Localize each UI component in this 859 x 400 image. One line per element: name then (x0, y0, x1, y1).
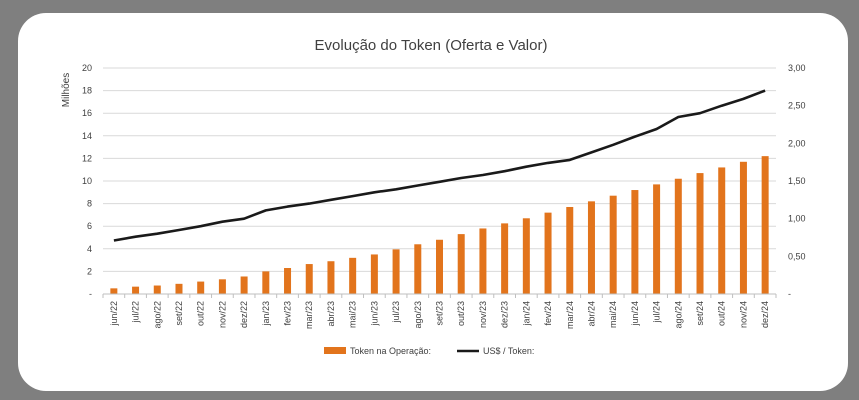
bar (305, 264, 313, 294)
x-tick-label: fev/24 (543, 301, 553, 326)
y-left-tick-label: 20 (82, 63, 92, 73)
y-left-tick-label: 10 (82, 176, 92, 186)
legend-label-line: US$ / Token: (483, 346, 534, 356)
legend-swatch-bar (324, 347, 346, 354)
x-tick-label: abr/24 (587, 301, 597, 327)
bar (696, 173, 704, 294)
x-tick-label: jun/22 (109, 301, 119, 327)
x-tick-label: jan/24 (521, 301, 531, 327)
y-left-tick-label: 18 (82, 86, 92, 96)
bar (479, 228, 487, 294)
bar (544, 212, 552, 294)
x-tick-label: jul/22 (131, 301, 141, 324)
bar (197, 281, 205, 294)
bar (262, 271, 270, 294)
y-right-tick-label: 1,50 (788, 176, 806, 186)
chart-title: Evolução do Token (Oferta e Valor) (315, 37, 548, 54)
x-tick-label: fev/23 (283, 301, 293, 326)
x-tick-label: set/23 (435, 301, 445, 326)
bar (739, 161, 747, 294)
line-series (113, 89, 766, 242)
bar (761, 156, 769, 294)
x-tick-label: nov/22 (217, 301, 227, 328)
bar (718, 167, 726, 294)
x-tick-label: nov/23 (478, 301, 488, 328)
x-tick-label: jun/23 (369, 301, 379, 327)
x-tick-label: nov/24 (738, 301, 748, 328)
bar (631, 190, 639, 294)
bar (132, 286, 140, 294)
bar (327, 261, 335, 294)
bar (436, 239, 443, 294)
bar (653, 184, 661, 294)
x-tick-label: jan/23 (261, 301, 271, 327)
x-tick-label: dez/23 (500, 301, 510, 328)
y-left-tick-label: 6 (87, 221, 92, 231)
y-right-tick-label: - (788, 289, 791, 299)
x-tick-label: abr/23 (326, 301, 336, 327)
y-left-tick-label: - (89, 289, 92, 299)
y-right-tick-label: 3,00 (788, 63, 806, 73)
bar (674, 178, 682, 294)
bar (284, 268, 292, 294)
x-tick-label: mar/24 (565, 301, 575, 329)
bar (240, 276, 248, 294)
bar (566, 206, 574, 294)
y-right-tick-label: 0,50 (788, 251, 806, 261)
bar (609, 195, 617, 294)
x-tick-label: dez/22 (239, 301, 249, 328)
y-left-tick-label: 8 (87, 199, 92, 209)
x-tick-label: out/24 (717, 301, 727, 326)
bar (110, 288, 118, 294)
legend-label-bar: Token na Operação: (350, 346, 431, 356)
y-left-tick-label: 4 (87, 244, 92, 254)
y-right-tick-label: 2,00 (788, 138, 806, 148)
chart-card (18, 13, 848, 391)
x-tick-label: jul/23 (391, 301, 401, 324)
bar (349, 257, 357, 294)
y-left-tick-label: 2 (87, 266, 92, 276)
x-tick-label: jun/24 (630, 301, 640, 327)
bar (522, 218, 530, 294)
bar (457, 234, 465, 294)
x-tick-label: dez/24 (760, 301, 770, 328)
x-tick-label: ago/22 (152, 301, 162, 329)
x-tick-label: set/24 (695, 301, 705, 326)
bar (501, 223, 509, 294)
y-left-tick-label: 14 (82, 131, 92, 141)
x-tick-label: out/22 (196, 301, 206, 326)
bar (175, 283, 183, 294)
x-tick-label: mai/24 (608, 301, 618, 328)
x-tick-label: ago/24 (673, 301, 683, 329)
bar (587, 201, 595, 294)
x-tick-label: jul/24 (652, 301, 662, 324)
y-left-axis-label: Milhões (61, 73, 72, 107)
x-tick-label: set/22 (174, 301, 184, 326)
bar (414, 244, 422, 294)
x-tick-label: ago/23 (413, 301, 423, 329)
y-right-tick-label: 1,00 (788, 214, 806, 224)
x-tick-label: mai/23 (348, 301, 358, 328)
y-right-tick-label: 2,50 (788, 101, 806, 111)
bar (392, 249, 400, 294)
x-tick-label: out/23 (456, 301, 466, 326)
outer-frame (8, 8, 850, 391)
bar (218, 279, 226, 294)
y-left-tick-label: 12 (82, 153, 92, 163)
x-tick-label: mar/23 (304, 301, 314, 329)
bar (370, 254, 378, 294)
bar (153, 285, 161, 294)
y-left-tick-label: 16 (82, 108, 92, 118)
